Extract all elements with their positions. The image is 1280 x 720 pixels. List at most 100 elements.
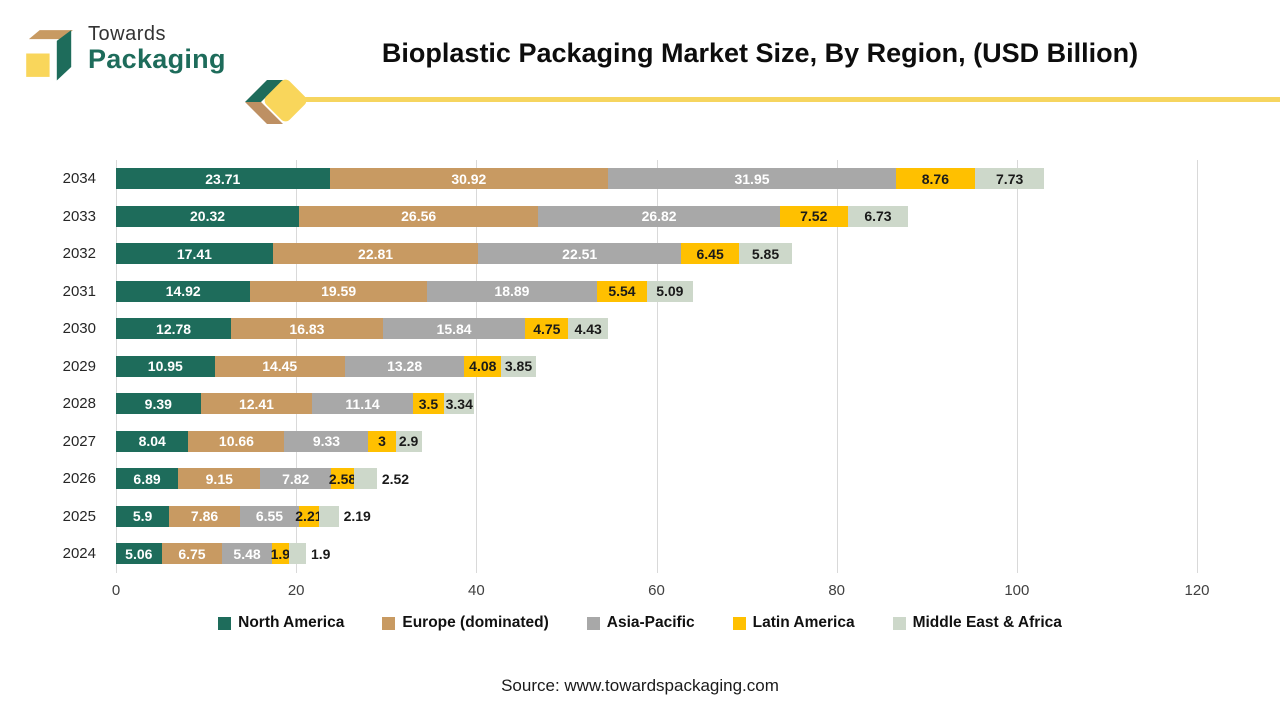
x-tick-label: 20 [287,581,305,599]
legend-item: Latin America [732,614,855,632]
legend-item: Asia-Pacific [586,614,695,632]
legend-item: Europe (dominated) [382,614,549,632]
bar-segment: 18.89 [426,280,598,302]
legend-marker [892,616,906,630]
bar-row-2027: 2027 8.04 10.66 9.33 3 2.9 [63,423,1197,461]
bar-value-label: 5.85 [751,245,780,262]
bar-segment: 2.58 [329,468,356,490]
y-axis-label: 2030 [62,320,96,338]
legend-label: Middle East & Africa [912,614,1062,631]
x-tick-label: 60 [648,581,665,599]
bar-value-label: 7.86 [190,508,219,525]
legend-label: Latin America [752,614,855,631]
plot-area: 2034 23.71 30.92 31.95 8.76 7.73 2033 20.32 26.5… [63,160,1210,608]
bar-stack: 5.06 6.75 5.48 1.9 [116,543,306,565]
bar-value-label: 3.85 [504,358,533,375]
bar-value-label: 1.9 [270,545,291,562]
bar-segment: 10.66 [188,430,285,452]
bar-segment: 11.14 [312,393,413,415]
bar-stack: 20.32 26.56 26.82 7.52 6.73 [116,205,909,227]
bar-segment: 7.52 [779,205,848,227]
bar-segment: 6.89 [116,468,179,490]
bar-chart: 2034 23.71 30.92 31.95 8.76 7.73 2033 20.32 26.5… [0,160,1280,608]
bar-segment: 6.45 [681,243,740,265]
bar-segment: 22.51 [478,243,682,265]
bar-value-label: 11.14 [345,395,380,412]
logo-cube-icon [26,30,73,81]
bar-value-label: 6.55 [255,508,284,525]
bar-value-label: 7.52 [800,208,828,225]
bar-segment: 3.34 [444,393,475,415]
legend-marker [586,616,600,630]
bar-value-label: 7.82 [282,470,310,487]
bar-value-label: 18.89 [494,283,530,300]
bar-segment: 6.55 [239,505,299,527]
bar-value-label: 15.84 [436,320,472,337]
bar-value-label: 3.34 [445,395,473,412]
bar-segment: 26.82 [538,205,780,227]
bar-row-2026: 2026 6.89 9.15 7.82 2.58 2.52 [63,460,1197,498]
bar-row-2033: 2033 20.32 26.56 26.82 7.52 6.73 [63,198,1197,236]
y-axis-label: 2028 [62,395,96,413]
bar-segment: 15.84 [382,318,526,340]
x-tick-label: 100 [1004,581,1030,599]
x-tick-label: 40 [467,581,485,599]
bar-row-2032: 2032 17.41 22.81 22.51 6.45 5.85 [63,235,1197,273]
logo-text: Towards Packaging [88,23,226,74]
bar-segment: 9.33 [284,430,369,452]
bar-value-label: 5.48 [233,545,261,562]
bar-value-label: 5.09 [656,283,684,300]
bar-value-label: 10.66 [218,433,254,450]
bar-value-label: 9.39 [144,395,172,412]
bar-value-label: 20.32 [190,208,226,225]
y-axis-label: 2034 [62,170,96,188]
bar-row-2029: 2029 10.95 14.45 13.28 4.08 3.85 [63,348,1197,386]
bar-stack: 5.9 7.86 6.55 2.21 [116,505,339,527]
bar-value-label: 6.45 [696,245,724,262]
bar-segment: 5.09 [646,280,693,302]
chart-title: Bioplastic Packaging Market Size, By Reg… [381,38,1139,68]
bar-segment: 14.92 [116,280,251,302]
bar-value-label: 14.92 [165,283,201,300]
bar-value-label: 26.82 [641,208,677,225]
bar-value-label: 9.33 [312,433,341,450]
bar-segment: 7.86 [169,505,240,527]
bar-segment: 9.39 [116,393,201,415]
bar-value-label: 30.92 [451,170,487,187]
bar-value-label: 4.75 [533,320,561,337]
divider-line [296,97,1280,102]
bar-segment: 2.21 [295,505,323,527]
bar-segment [354,468,377,490]
y-axis-label: 2033 [62,207,96,225]
bar-stack: 6.89 9.15 7.82 2.58 [116,468,377,490]
bar-stack: 8.04 10.66 9.33 3 2.9 [116,430,422,452]
bar-segment: 6.75 [161,543,223,565]
bar-row-2028: 2028 9.39 12.41 11.14 3.5 3.34 [63,385,1197,423]
bar-value-label: 22.51 [562,245,598,262]
bar-segment: 20.32 [116,205,300,227]
bar-value-label: 2.9 [398,433,419,450]
bar-segment: 8.76 [895,168,975,190]
bar-value-label: 2.21 [295,508,323,525]
bar-segment: 2.9 [395,430,422,452]
bar-row-2034: 2034 23.71 30.92 31.95 8.76 7.73 [63,160,1197,198]
logo-line1: Towards [88,23,166,46]
bar-value-label: 5.54 [608,283,636,300]
bar-segment: 7.73 [974,168,1045,190]
bar-segment: 16.83 [231,318,383,340]
y-axis-label: 2032 [62,245,96,263]
y-axis-label: 2024 [62,545,96,563]
bar-row-2030: 2030 12.78 16.83 15.84 4.75 4.43 [63,310,1197,348]
bar-segment: 13.28 [344,355,465,377]
bar-value-label: 4.08 [469,358,497,375]
bar-value-label: 1.9 [310,545,331,562]
divider-chevron-icon [245,80,283,124]
bar-segment: 8.04 [116,430,189,452]
y-axis-label: 2026 [62,470,96,488]
bar-segment: 22.81 [272,243,479,265]
legend-marker [732,616,746,630]
bar-segment: 3.5 [412,393,445,415]
bar-segment: 31.95 [608,168,896,190]
brand-logo: Towards Packaging [10,10,226,88]
bar-segment: 30.92 [329,168,609,190]
